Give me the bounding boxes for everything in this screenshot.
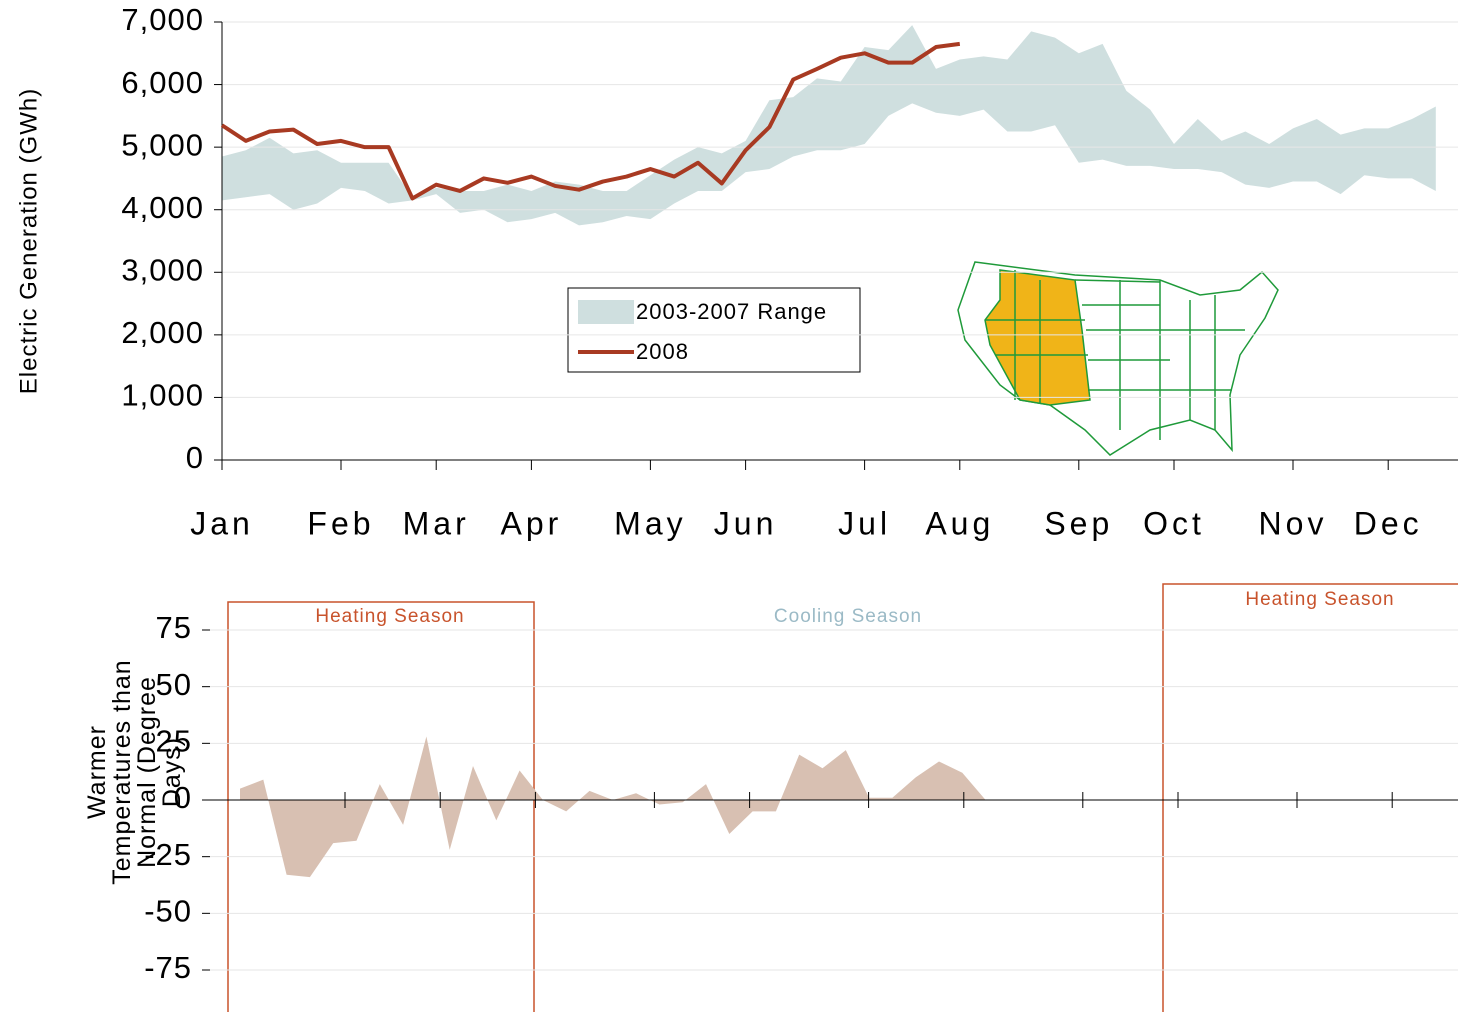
x-tick-label: Jun — [714, 505, 778, 541]
y-tick-label: 2,000 — [121, 315, 204, 350]
y-tick-label: 5,000 — [121, 127, 204, 162]
x-tick-label: Jan — [190, 505, 254, 541]
annotation: Cooling Season — [774, 606, 922, 627]
legend: 2003-2007 Range 2008 — [567, 287, 861, 373]
y-tick-label: 7,000 — [121, 2, 204, 37]
x-tick-label: May — [614, 505, 686, 541]
x-tick-label: Aug — [925, 505, 994, 541]
range-band — [222, 25, 1436, 226]
legend-swatch — [578, 300, 634, 324]
y-tick-label: 3,000 — [121, 252, 204, 287]
x-tick-label: Oct — [1143, 505, 1205, 541]
season-box — [1162, 583, 1458, 1012]
annotation: Heating Season — [315, 606, 464, 627]
x-tick-label: Nov — [1259, 505, 1328, 541]
legend-label: 2003-2007 Range — [636, 299, 827, 324]
y-axis-title: Warmer Temperatures than Normal (Degree … — [83, 659, 186, 885]
y-tick-label: 0 — [174, 780, 192, 815]
area — [240, 736, 986, 878]
us-map — [957, 261, 1279, 456]
y-tick-label: 6,000 — [121, 65, 204, 100]
y-tick-label: 0 — [186, 440, 204, 475]
y-tick-label: 4,000 — [121, 190, 204, 225]
annotation: Heating Season — [1245, 589, 1394, 610]
x-tick-label: Sep — [1044, 505, 1113, 541]
y-tick-label: 1,000 — [121, 378, 204, 413]
x-tick-label: Dec — [1354, 505, 1423, 541]
legend-label: 2008 — [636, 339, 689, 364]
y-tick-label: -75 — [144, 950, 192, 985]
y-tick-label: -25 — [144, 837, 192, 872]
season-box — [227, 601, 535, 1012]
y-axis-title: Electric Generation (GWh) — [15, 88, 42, 394]
x-tick-label: Mar — [403, 505, 470, 541]
line — [220, 41, 961, 201]
y-tick-label: 50 — [156, 667, 192, 702]
y-tick-label: -50 — [144, 894, 192, 929]
x-tick-label: Apr — [501, 505, 563, 541]
x-tick-label: Jul — [838, 505, 891, 541]
y-tick-label: 25 — [156, 724, 192, 759]
y-tick-label: 75 — [156, 610, 192, 645]
x-tick-label: Feb — [307, 505, 374, 541]
